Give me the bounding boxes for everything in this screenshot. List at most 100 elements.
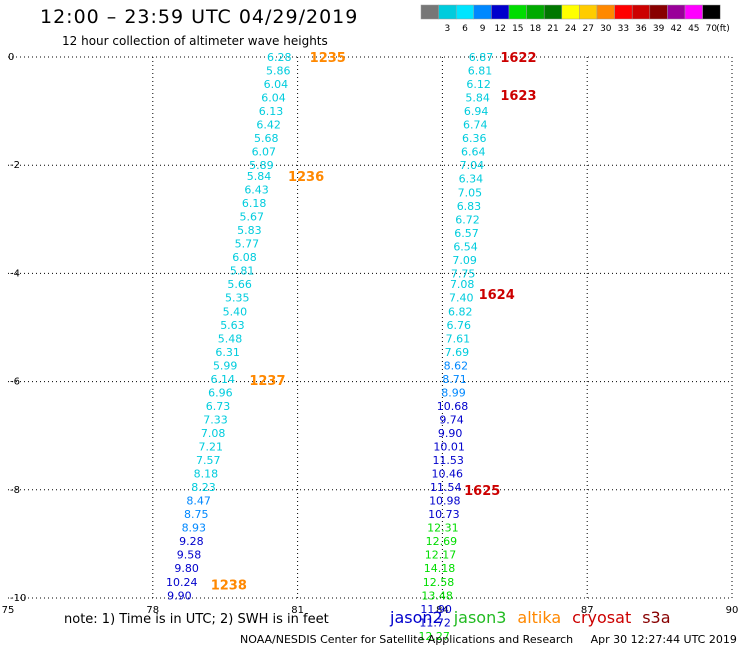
data-point-label: 5.89 xyxy=(249,159,274,172)
data-point-label: 7.21 xyxy=(198,441,223,454)
data-point-label: 5.63 xyxy=(220,319,245,332)
data-point-label: 10.73 xyxy=(428,508,460,521)
time-label: 1623 xyxy=(500,89,536,104)
data-point-label: 7.33 xyxy=(203,413,228,426)
data-point-label: 11.90 xyxy=(420,603,452,616)
data-point-label: 10.46 xyxy=(431,468,463,481)
legend-swatch xyxy=(596,4,615,20)
data-point-label: 12.58 xyxy=(423,576,455,589)
satellite-legend-cryosat: cryosat xyxy=(572,608,632,627)
y-tick-label: -2 xyxy=(10,160,20,171)
data-point-label: 6.36 xyxy=(462,132,487,145)
data-point-label: 7.75 xyxy=(451,267,476,280)
footer: NOAA/NESDIS Center for Satellite Applica… xyxy=(240,633,740,646)
data-point-label: 10.98 xyxy=(429,495,461,508)
legend-bin-label: 42 xyxy=(670,24,681,34)
legend-swatch xyxy=(420,4,439,20)
data-point-label: 8.99 xyxy=(441,386,466,399)
data-point-label: 9.28 xyxy=(179,535,204,548)
x-tick-label: 81 xyxy=(291,605,304,616)
legend-bin-label: 18 xyxy=(530,24,542,34)
data-point-label: 5.40 xyxy=(223,305,248,318)
data-point-label: 12.17 xyxy=(425,549,457,562)
legend-unit: (ft) xyxy=(716,24,730,34)
data-point-label: 5.86 xyxy=(266,65,291,78)
legend-bin-label: 33 xyxy=(618,24,629,34)
legend-bin-label: 39 xyxy=(653,24,665,34)
legend-swatch xyxy=(455,4,475,20)
data-point-label: 9.90 xyxy=(167,589,192,602)
data-point-label: 6.54 xyxy=(453,240,478,253)
data-point-label: 10.68 xyxy=(437,400,469,413)
data-point-label: 6.08 xyxy=(232,251,257,264)
data-point-label: 6.96 xyxy=(208,386,233,399)
x-tick-label: 78 xyxy=(146,605,159,616)
data-point-label: 6.94 xyxy=(464,105,489,118)
data-point-label: 10.24 xyxy=(166,576,198,589)
data-point-label: 6.83 xyxy=(457,200,482,213)
x-tick-label: 87 xyxy=(581,605,594,616)
legend-swatch xyxy=(579,4,598,20)
data-point-label: 5.77 xyxy=(235,238,260,251)
data-point-label: 6.81 xyxy=(468,65,493,78)
data-point-label: 6.31 xyxy=(215,346,240,359)
data-point-label: 7.08 xyxy=(201,427,226,440)
time-label: 1238 xyxy=(211,578,247,593)
legend-bin-label: 36 xyxy=(635,24,647,34)
grid xyxy=(8,56,733,599)
legend-swatch xyxy=(649,4,668,20)
data-point-label: 14.18 xyxy=(424,562,456,575)
data-point-label: 8.47 xyxy=(186,495,211,508)
satellite-legend: jason2 jason3 altika cryosat s3a xyxy=(390,608,682,627)
data-point-label: 8.23 xyxy=(191,481,216,494)
data-point-label: 7.08 xyxy=(450,278,475,291)
legend-bin-label: 21 xyxy=(547,24,558,34)
data-point-label: 7.40 xyxy=(449,292,474,305)
y-tick-label: 0 xyxy=(8,52,14,63)
data-point-label: 6.14 xyxy=(211,373,236,386)
legend-swatch xyxy=(543,4,563,20)
data-point-label: 6.34 xyxy=(459,173,484,186)
data-point-label: 8.71 xyxy=(442,373,467,386)
legend-bin-label: 27 xyxy=(582,24,593,34)
data-point-label: 11.72 xyxy=(419,616,451,629)
chart-title: 12:00 – 23:59 UTC 04/29/2019 xyxy=(40,6,359,28)
data-point-label: 12.69 xyxy=(426,535,458,548)
data-point-label: 6.42 xyxy=(256,119,281,132)
legend-swatch xyxy=(667,4,686,20)
color-legend: 3 6 9 12 15 18 21 24 27 30 33 36 39 42 45 70 (ft) xyxy=(420,4,730,34)
data-point-label: 9.74 xyxy=(439,413,464,426)
data-point-label: 9.80 xyxy=(174,562,199,575)
data-point-label: 5.84 xyxy=(465,92,490,105)
time-label: 1236 xyxy=(288,170,324,185)
footer-agency: NOAA/NESDIS Center for Satellite Applica… xyxy=(240,633,574,646)
axes: 75 78 81 84 87 90 0 -2 -4 -6 -8 -10 xyxy=(2,52,739,616)
x-tick-label: 75 xyxy=(2,605,15,616)
data-point-label: 7.69 xyxy=(445,346,470,359)
legend-bin-label: 3 xyxy=(445,24,451,34)
data-point-label: 6.04 xyxy=(264,78,289,91)
y-tick-label: -6 xyxy=(10,377,20,388)
data-point-label: 12.31 xyxy=(427,522,459,535)
data-point-label: 5.66 xyxy=(227,278,252,291)
data-point-label: 6.73 xyxy=(206,400,231,413)
data-point-label: 5.83 xyxy=(237,224,262,237)
satellite-legend-s3a: s3a xyxy=(642,608,671,627)
data-point-label: 8.62 xyxy=(444,359,469,372)
legend-bin-label: 15 xyxy=(512,24,523,34)
satellite-legend-altika: altika xyxy=(517,608,562,627)
data-point-label: 7.57 xyxy=(196,454,221,467)
data-point-label: 9.58 xyxy=(177,549,202,562)
data-point-label: 6.13 xyxy=(259,105,284,118)
legend-swatch xyxy=(614,4,633,20)
data-point-label: 9.90 xyxy=(438,427,463,440)
data-point-label: 8.18 xyxy=(194,468,219,481)
legend-swatch xyxy=(473,4,492,20)
data-point-label: 7.04 xyxy=(460,159,485,172)
data-point-label: 6.74 xyxy=(463,119,488,132)
data-point-label: 12.27 xyxy=(418,630,450,643)
data-point-label: 6.72 xyxy=(455,213,480,226)
y-tick-label: -8 xyxy=(10,485,20,496)
chart-subtitle: 12 hour collection of altimeter wave hei… xyxy=(62,34,328,48)
